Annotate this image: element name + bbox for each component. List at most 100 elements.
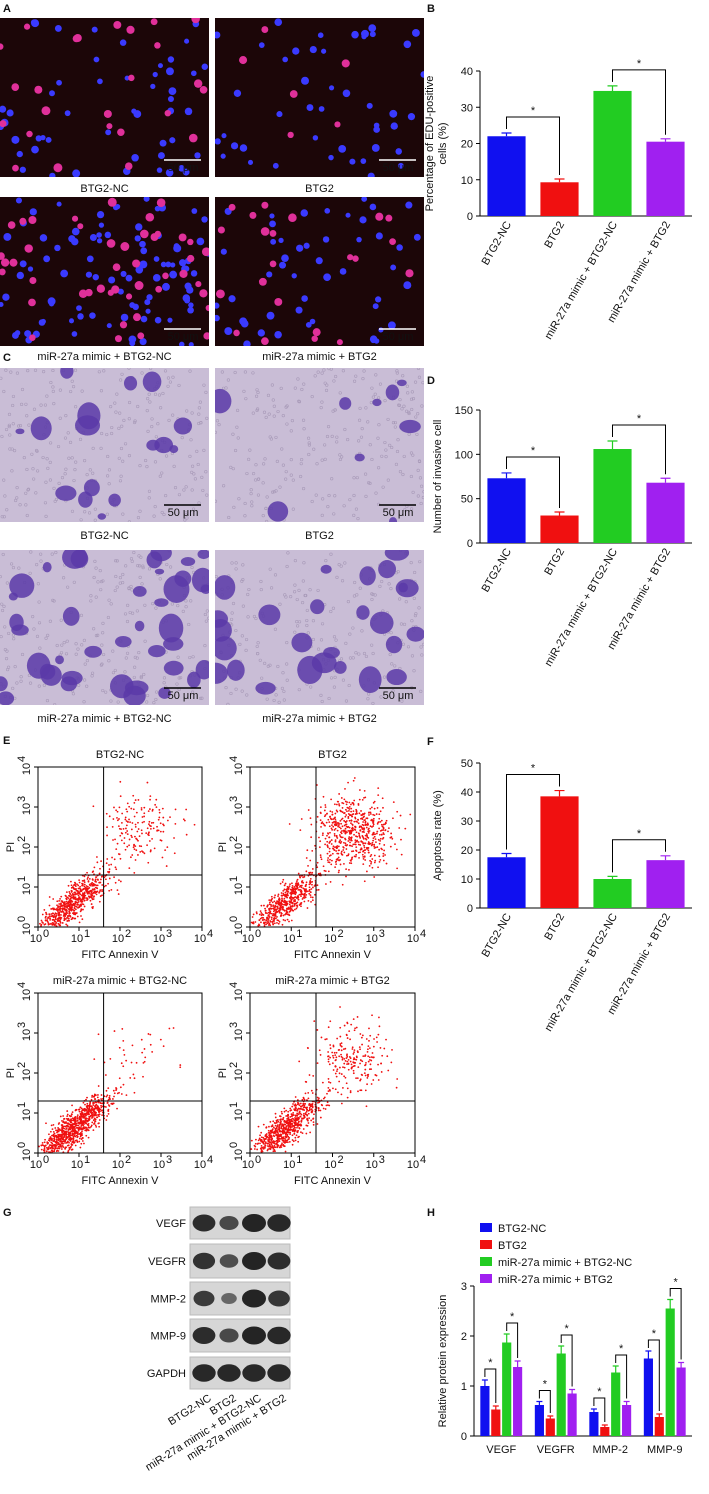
event-dot — [101, 884, 103, 886]
nucleus — [49, 301, 54, 306]
event-dot — [61, 1135, 63, 1137]
event-dot — [261, 1147, 263, 1149]
event-dot — [356, 811, 358, 813]
nucleus — [132, 304, 138, 310]
edu-nucleus — [73, 35, 80, 42]
event-dot — [377, 823, 379, 825]
event-dot — [290, 896, 292, 898]
event-dot — [326, 1093, 328, 1095]
event-dot — [323, 796, 325, 798]
nucleus — [273, 163, 279, 169]
event-dot — [409, 814, 411, 816]
event-dot — [308, 883, 310, 885]
event-dot — [334, 849, 336, 851]
event-dot — [332, 853, 334, 855]
event-dot — [271, 917, 273, 919]
nucleus — [201, 216, 207, 222]
event-dot — [68, 885, 70, 887]
event-dot — [79, 896, 81, 898]
event-dot — [82, 1129, 84, 1131]
event-dot — [69, 1129, 71, 1131]
cell — [71, 550, 89, 568]
event-dot — [106, 1115, 108, 1117]
event-dot — [112, 839, 114, 841]
event-dot — [339, 839, 341, 841]
event-dot — [68, 1147, 70, 1149]
event-dot — [260, 921, 262, 923]
edu-nucleus — [189, 134, 198, 143]
event-dot — [314, 885, 316, 887]
event-dot — [93, 898, 95, 900]
event-dot — [77, 1120, 79, 1122]
event-dot — [101, 890, 103, 892]
event-dot — [392, 817, 394, 819]
event-dot — [382, 807, 384, 809]
event-dot — [99, 868, 101, 870]
event-dot — [58, 1139, 60, 1141]
event-dot — [136, 812, 138, 814]
event-dot — [312, 899, 314, 901]
edu-nucleus — [154, 42, 161, 49]
event-dot — [377, 794, 379, 796]
event-dot — [295, 884, 297, 886]
event-dot — [279, 910, 281, 912]
event-dot — [348, 810, 350, 812]
event-dot — [352, 844, 354, 846]
event-dot — [120, 858, 122, 860]
event-dot — [57, 1131, 59, 1133]
event-dot — [255, 921, 257, 923]
event-dot — [319, 846, 321, 848]
event-dot — [330, 863, 332, 865]
edu-nucleus — [28, 299, 36, 307]
event-dot — [74, 1120, 76, 1122]
event-dot — [268, 1126, 270, 1128]
event-dot — [269, 902, 271, 904]
event-dot — [151, 838, 153, 840]
caption: BTG2 — [305, 530, 334, 542]
event-dot — [132, 1044, 134, 1046]
event-dot — [293, 1133, 295, 1135]
event-dot — [372, 837, 374, 839]
edu-nucleus — [120, 321, 127, 328]
event-dot — [115, 868, 117, 870]
event-dot — [97, 1114, 99, 1116]
event-dot — [69, 1140, 71, 1142]
event-dot — [253, 923, 255, 925]
event-dot — [290, 889, 292, 891]
event-dot — [265, 921, 267, 923]
event-dot — [53, 1138, 55, 1140]
event-dot — [271, 896, 273, 898]
event-dot — [340, 823, 342, 825]
edu-nucleus — [79, 289, 87, 297]
nucleus — [404, 40, 412, 48]
event-dot — [310, 901, 312, 903]
event-dot — [139, 851, 141, 853]
event-dot — [62, 900, 64, 902]
event-dot — [156, 829, 158, 831]
event-dot — [252, 916, 254, 918]
event-dot — [332, 814, 334, 816]
event-dot — [379, 861, 381, 863]
event-dot — [302, 897, 304, 899]
caption: miR-27a mimic + BTG2-NC — [37, 351, 171, 363]
event-dot — [80, 889, 82, 891]
event-dot — [251, 922, 253, 924]
event-dot — [299, 904, 301, 906]
nucleus — [31, 19, 39, 27]
edu-nucleus — [313, 328, 321, 336]
nucleus — [328, 155, 333, 160]
y-tick-exponent: 4 — [16, 756, 28, 762]
event-dot — [143, 812, 145, 814]
event-dot — [125, 1060, 127, 1062]
event-dot — [331, 829, 333, 831]
event-dot — [76, 1139, 78, 1141]
event-dot — [85, 889, 87, 891]
event-dot — [52, 1145, 54, 1147]
event-dot — [396, 849, 398, 851]
nucleus — [131, 154, 139, 162]
event-dot — [186, 834, 188, 836]
event-dot — [339, 834, 341, 836]
event-dot — [59, 898, 61, 900]
event-dot — [54, 1133, 56, 1135]
event-dot — [289, 1133, 291, 1135]
